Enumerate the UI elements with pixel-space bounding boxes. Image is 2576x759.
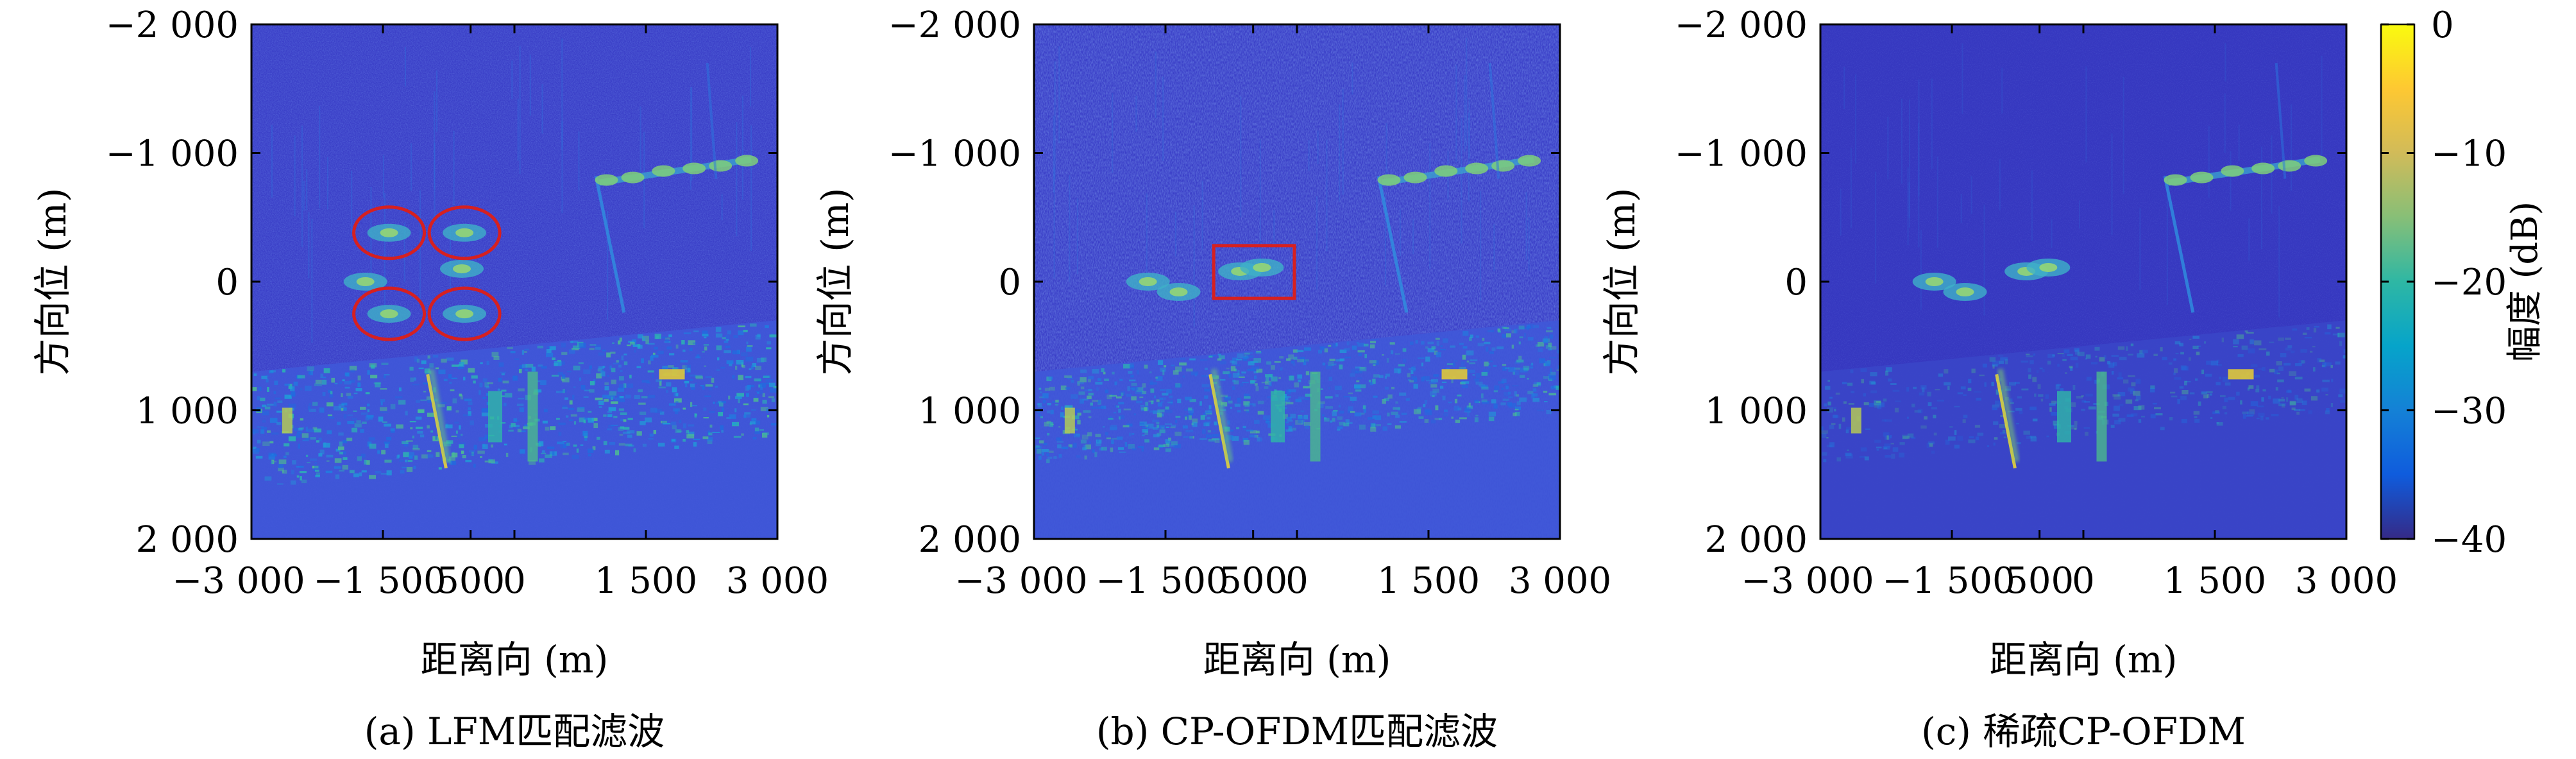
y-tick-label: 0 [998,262,1021,303]
x-tick-label: 500 [2005,560,2074,602]
y-tick-label: −2 000 [888,4,1021,46]
x-tick-label: 3 000 [726,560,829,602]
annotation-ellipse [352,205,427,260]
subfigure-caption: (b) CP-OFDM匹配滤波 [1096,710,1498,753]
colorbar-tick-label: 0 [2431,4,2454,46]
x-axis-label: 距离向 (m) [1203,638,1391,681]
y-tick-label: 0 [1784,262,1808,303]
subfigure-caption: (c) 稀疏CP-OFDM [1921,710,2246,753]
colorbar-tick-label: −30 [2431,391,2507,432]
annotation-ellipse [427,205,502,260]
y-tick-label: 0 [216,262,239,303]
x-tick-label: 1 500 [1377,560,1480,602]
colorbar-label: 幅度 (dB) [2504,201,2546,362]
x-tick-label: −3 000 [1741,560,1874,602]
annotation-ellipse [427,286,502,341]
x-tick-label: −3 000 [172,560,305,602]
y-axis-label: 方向位 (m) [1600,188,1643,376]
heatmap-image [251,24,777,539]
x-tick-label: 3 000 [2295,560,2398,602]
x-tick-label: 0 [1285,560,1309,602]
y-tick-label: −2 000 [106,4,239,46]
y-tick-label: 2 000 [1705,519,1808,561]
heatmap-image [1820,24,2346,539]
subfigure-caption: (a) LFM匹配滤波 [364,710,665,753]
colorbar: 0 −10 −20 −30 −40 幅度 (dB) [2380,4,2546,561]
x-tick-label: 0 [2072,560,2095,602]
y-tick-label: −1 000 [1675,133,1808,175]
x-axis-label: 距离向 (m) [1990,638,2178,681]
heatmap-image [1034,24,1560,539]
x-tick-label: −3 000 [954,560,1087,602]
y-tick-label: 1 000 [1705,391,1808,432]
y-tick-label: 2 000 [919,519,1021,561]
y-tick-label: −1 000 [888,133,1021,175]
x-axis-label: 距离向 (m) [421,638,609,681]
y-axis-label: 方向位 (m) [31,188,74,376]
y-tick-label: −2 000 [1675,4,1808,46]
colorbar-tick-label: −40 [2431,519,2507,561]
x-tick-label: 500 [436,560,505,602]
y-axis-label: 方向位 (m) [813,188,857,376]
x-tick-label: −1 500 [313,560,446,602]
x-tick-label: 1 500 [595,560,697,602]
annotation-box [1212,244,1296,300]
x-tick-label: −1 500 [1882,560,2015,602]
x-tick-label: 500 [1219,560,1287,602]
x-tick-label: 3 000 [1509,560,1611,602]
x-tick-label: 0 [503,560,526,602]
y-tick-label: −1 000 [106,133,239,175]
x-tick-label: −1 500 [1096,560,1228,602]
y-tick-label: 2 000 [136,519,239,561]
y-tick-label: 1 000 [919,391,1021,432]
annotation-ellipse [352,286,427,341]
x-tick-label: 1 500 [2164,560,2266,602]
colorbar-tick-label: −10 [2431,133,2507,175]
colorbar-tick-label: −20 [2431,262,2507,303]
y-tick-label: 1 000 [136,391,239,432]
